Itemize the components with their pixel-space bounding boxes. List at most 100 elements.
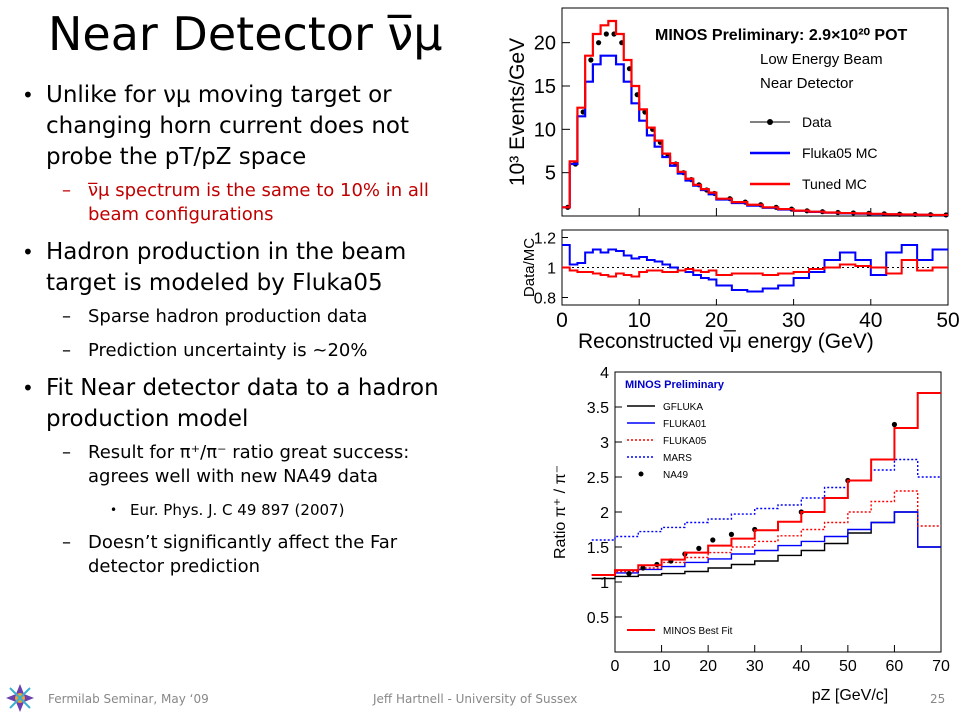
data-point xyxy=(596,40,602,46)
chart-annotation: Near Detector xyxy=(760,75,853,92)
x-tick-label: 20 xyxy=(705,309,728,332)
y-tick-label: 2 xyxy=(600,505,609,522)
sub-bullet-item: • Eur. Phys. J. C 49 897 (2007) xyxy=(22,499,462,521)
y-tick-label: 0.5 xyxy=(587,610,609,627)
y-tick-label: 4 xyxy=(600,365,609,382)
chart-annotation: Low Energy Beam xyxy=(760,51,883,68)
x-tick-label: 60 xyxy=(886,658,904,675)
legend-label: MINOS Best Fit xyxy=(663,626,733,637)
plot-frame xyxy=(614,371,942,653)
bullet-text: Unlike for νμ moving target or changing … xyxy=(46,82,410,170)
y-tick-label: 1.5 xyxy=(587,540,609,557)
legend-label: Fluka05 MC xyxy=(802,145,877,161)
series-line xyxy=(562,19,948,217)
x-tick-label: 50 xyxy=(936,309,959,332)
series-line xyxy=(591,458,941,541)
x-tick-label: 50 xyxy=(839,658,857,675)
bullet-dot: • xyxy=(22,376,34,400)
sub-bullet-item: – Sparse hadron production data xyxy=(22,305,462,329)
legend-label: NA49 xyxy=(663,470,688,481)
bullet-list: • Unlike for νμ moving target or changing… xyxy=(22,80,462,589)
x-tick-label: 10 xyxy=(653,658,671,675)
y-tick-label: 3.5 xyxy=(587,400,609,417)
sub-bullet-text: Doesn’t significantly affect the Far det… xyxy=(88,532,398,577)
sub-bullet-item: – Doesn’t significantly affect the Far de… xyxy=(22,531,462,579)
series-line xyxy=(562,54,948,217)
data-point xyxy=(603,31,609,37)
footer-page-number: 25 xyxy=(930,692,946,706)
x-tick-label: 0 xyxy=(556,309,568,332)
y-tick-label: 10 xyxy=(534,119,556,141)
legend-label: MARS xyxy=(663,453,692,464)
data-point xyxy=(696,545,702,551)
bullet-dash: – xyxy=(62,532,71,553)
legend-label: FLUKA01 xyxy=(663,419,707,430)
x-tick-label: 10 xyxy=(628,309,651,332)
bullet-text: Fit Near detector data to a hadron produ… xyxy=(46,375,439,432)
data-point xyxy=(891,421,898,428)
chart-annotation: MINOS Preliminary xyxy=(625,379,725,391)
y-axis-label: Data/MC xyxy=(521,238,538,297)
series-line xyxy=(591,511,941,576)
sub-bullet-text: Prediction uncertainty is ~20% xyxy=(88,340,368,361)
data-point xyxy=(710,537,716,543)
data-point xyxy=(626,571,632,577)
legend-swatch xyxy=(638,471,644,477)
bullet-dot: • xyxy=(110,503,118,517)
x-tick-label: 30 xyxy=(782,309,805,332)
y-tick-label: 20 xyxy=(534,33,556,55)
y-tick-label: 0.8 xyxy=(534,291,556,308)
sub-bullet-text: Sparse hadron production data xyxy=(88,306,368,327)
x-tick-label: 20 xyxy=(699,658,717,675)
x-tick-label: 40 xyxy=(859,309,882,332)
x-axis-label: Reconstructed ν̅μ energy (GeV) xyxy=(578,330,874,353)
bullet-dash: – xyxy=(62,306,71,327)
x-tick-label: 40 xyxy=(792,658,810,675)
ratio-frame xyxy=(561,229,949,306)
bullet-item: • Fit Near detector data to a hadron prod… xyxy=(22,373,462,435)
logo-icon xyxy=(6,684,34,712)
footer-left: Fermilab Seminar, May ‘09 xyxy=(48,692,209,706)
x-tick-label: 30 xyxy=(746,658,764,675)
sub-bullet-item: – Result for π⁺/π⁻ ratio great success: a… xyxy=(22,441,462,489)
bullet-dash: – xyxy=(62,442,71,463)
x-axis-label: pZ [GeV/c] xyxy=(812,687,888,704)
legend-label: Tuned MC xyxy=(802,176,867,192)
legend-label: GFLUKA xyxy=(663,402,703,413)
series-line xyxy=(591,392,941,576)
y-tick-label: 1.2 xyxy=(534,231,556,248)
page-title: Near Detector ν̅μ xyxy=(48,7,443,61)
chart-annotation: MINOS Preliminary: 2.9×10²⁰ POT xyxy=(655,27,908,44)
legend-swatch xyxy=(767,119,773,125)
bullet-dot: • xyxy=(22,240,34,264)
bullet-item: • Hadron production in the beam target is… xyxy=(22,237,462,299)
y-tick-label: 1 xyxy=(547,261,556,278)
bullet-dash: – xyxy=(62,340,71,361)
series-line xyxy=(562,244,948,293)
plot-frame xyxy=(561,7,949,217)
data-point xyxy=(640,565,646,571)
sub-bullet-item: – ν̅μ spectrum is the same to 10% in all … xyxy=(22,179,462,227)
y-tick-label: 3 xyxy=(600,435,609,452)
y-tick-label: 1 xyxy=(600,575,609,592)
sub-bullet-text: Eur. Phys. J. C 49 897 (2007) xyxy=(130,501,345,519)
sub-bullet-text: ν̅μ spectrum is the same to 10% in all b… xyxy=(88,180,429,225)
x-tick-label: 70 xyxy=(932,658,950,675)
y-axis-label: Ratio π⁺ / π⁻ xyxy=(552,465,569,559)
y-tick-label: 15 xyxy=(534,76,556,98)
series-line xyxy=(591,490,941,576)
sub-bullet-item: – Prediction uncertainty is ~20% xyxy=(22,339,462,363)
y-axis-label: 10³ Events/GeV xyxy=(506,38,529,186)
data-point xyxy=(728,531,735,537)
bullet-item: • Unlike for νμ moving target or changing… xyxy=(22,80,462,173)
data-point xyxy=(588,57,594,63)
bullet-dash: – xyxy=(62,180,71,201)
y-tick-label: 2.5 xyxy=(587,470,609,487)
series-line xyxy=(562,259,948,278)
bullet-dot: • xyxy=(22,83,34,107)
bullet-text: Hadron production in the beam target is … xyxy=(46,239,407,296)
y-tick-label: 5 xyxy=(545,163,556,185)
sub-bullet-text: Result for π⁺/π⁻ ratio great success: ag… xyxy=(88,442,410,487)
